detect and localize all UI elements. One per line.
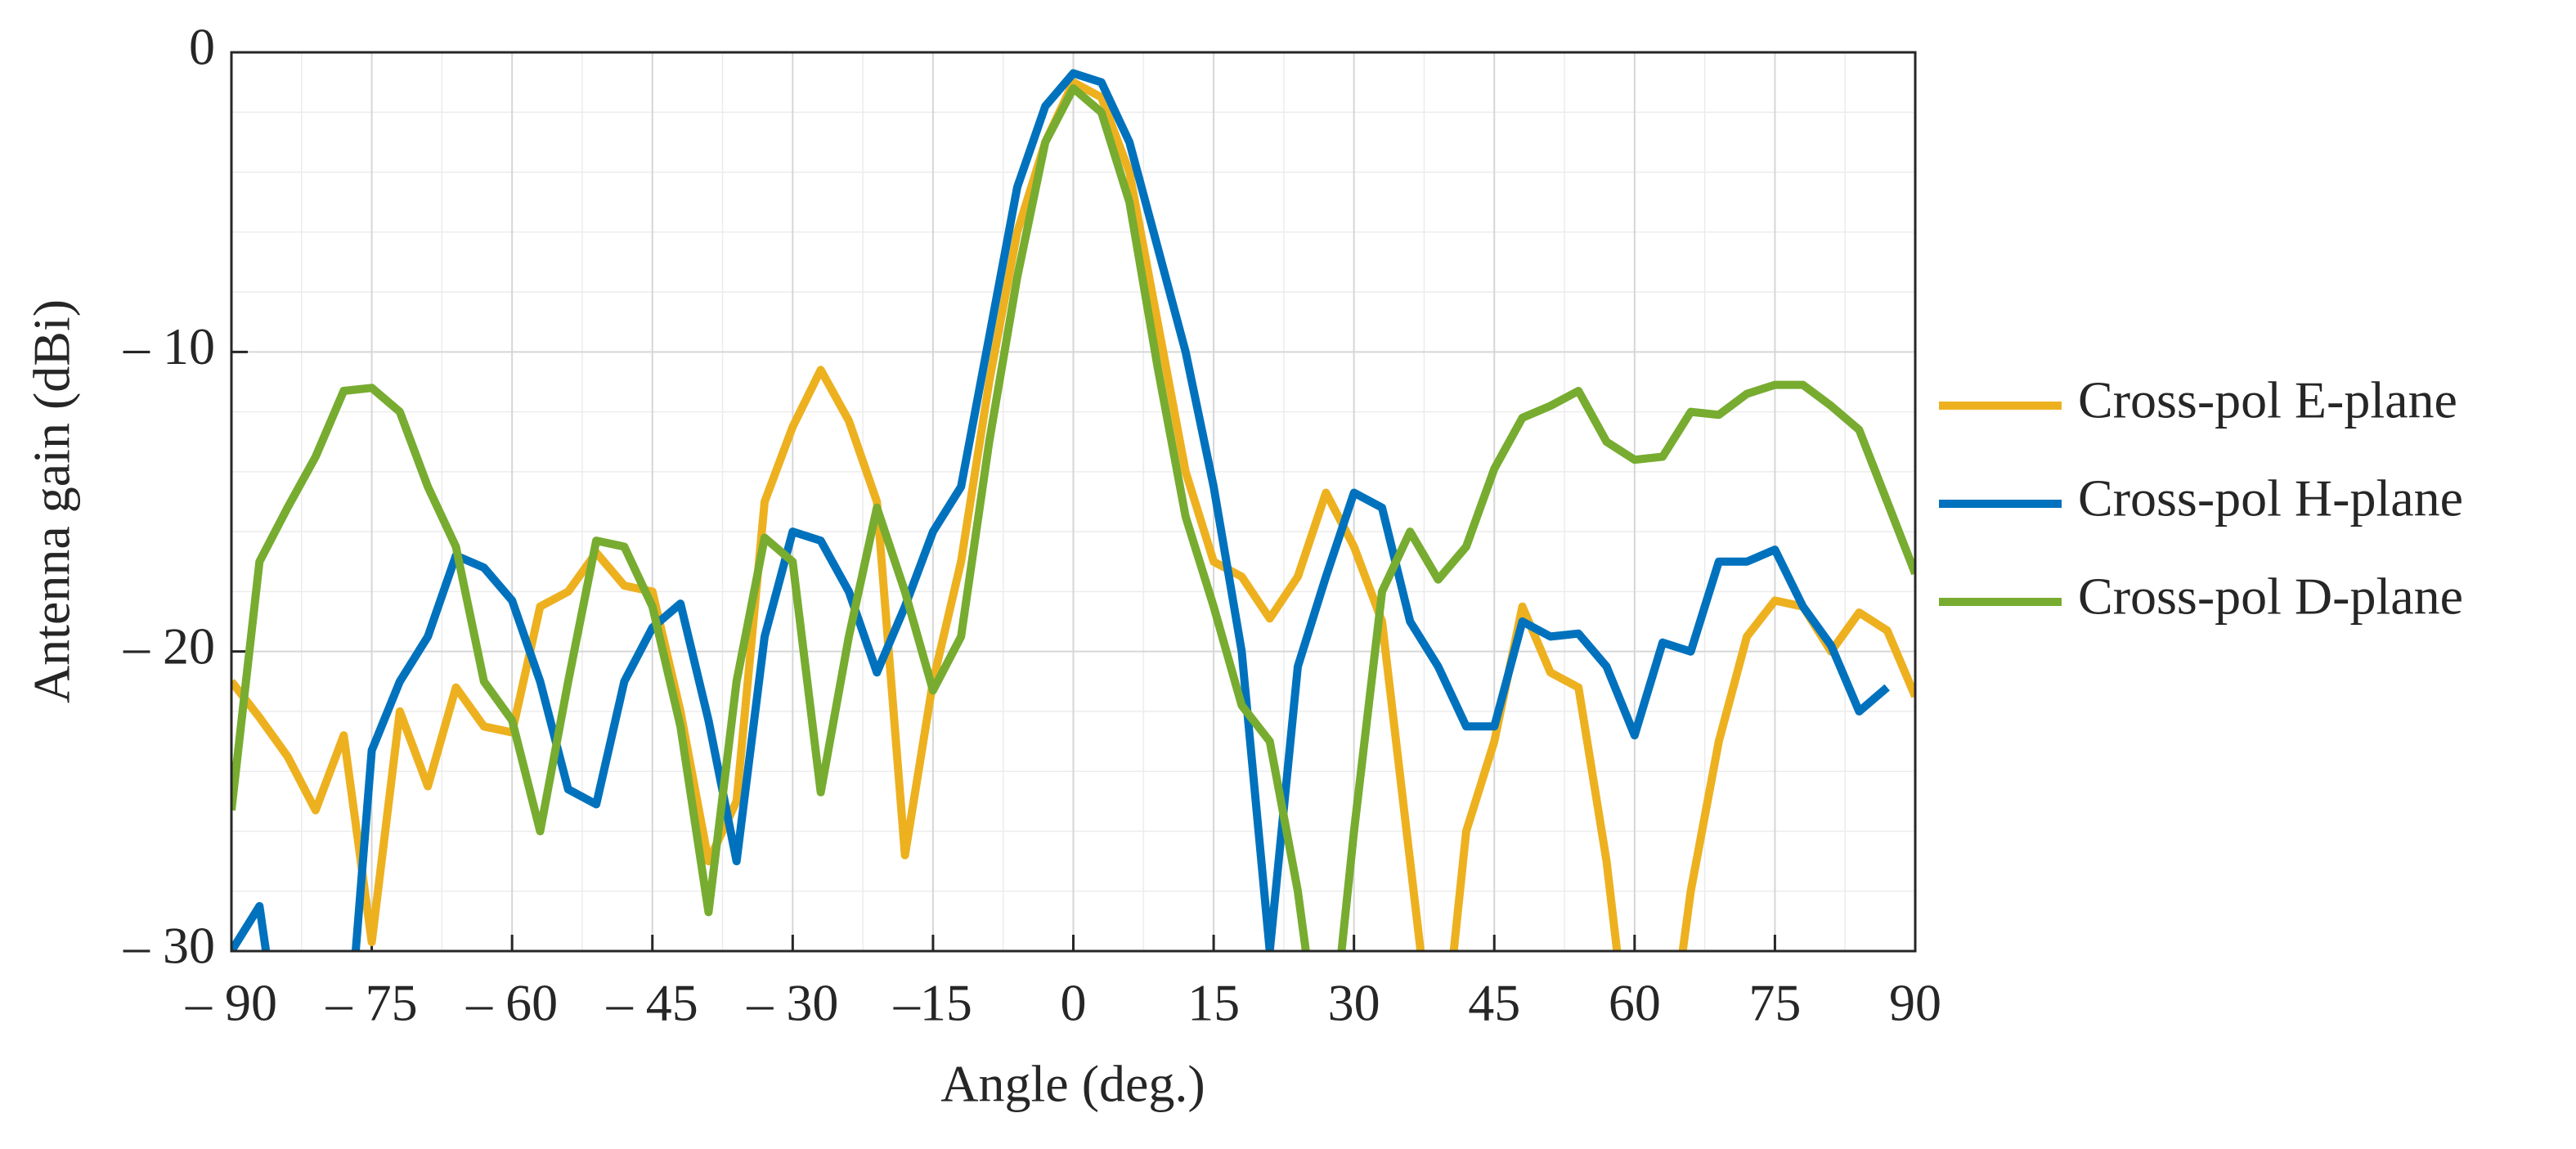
- legend-label: Cross-pol H-plane: [2078, 469, 2463, 527]
- x-tick-label: 0: [1061, 974, 1087, 1032]
- legend-label: Cross-pol E-plane: [2078, 371, 2457, 429]
- x-tick-label: 15: [1187, 974, 1240, 1032]
- plot-lines: [231, 69, 1915, 951]
- legend-label: Cross-pol D-plane: [2078, 568, 2463, 626]
- plot-frame: [230, 51, 1917, 953]
- x-tick-label: – 90: [185, 974, 277, 1032]
- x-tick-label: –15: [893, 974, 972, 1032]
- data-line: [231, 69, 1890, 951]
- y-axis-label: Antenna gain (dBi): [23, 299, 81, 703]
- y-tick-label: – 10: [123, 317, 215, 375]
- y-tick-label: – 20: [123, 617, 215, 675]
- x-tick-label: – 75: [325, 974, 418, 1032]
- x-tick-label: – 30: [746, 974, 838, 1032]
- x-tick-label: – 45: [606, 974, 698, 1032]
- x-tick-label: 60: [1609, 974, 1661, 1032]
- x-tick-label: 45: [1468, 974, 1520, 1032]
- x-tick-label: 30: [1328, 974, 1380, 1032]
- data-line: [231, 84, 1915, 951]
- y-tick-label: 0: [189, 18, 215, 76]
- y-tick-label: – 30: [123, 917, 215, 975]
- x-tick-label: – 60: [465, 974, 558, 1032]
- x-tick-label: 90: [1889, 974, 1941, 1032]
- x-tick-label: 75: [1748, 974, 1801, 1032]
- x-axis-label: Angle (deg.): [940, 1055, 1205, 1113]
